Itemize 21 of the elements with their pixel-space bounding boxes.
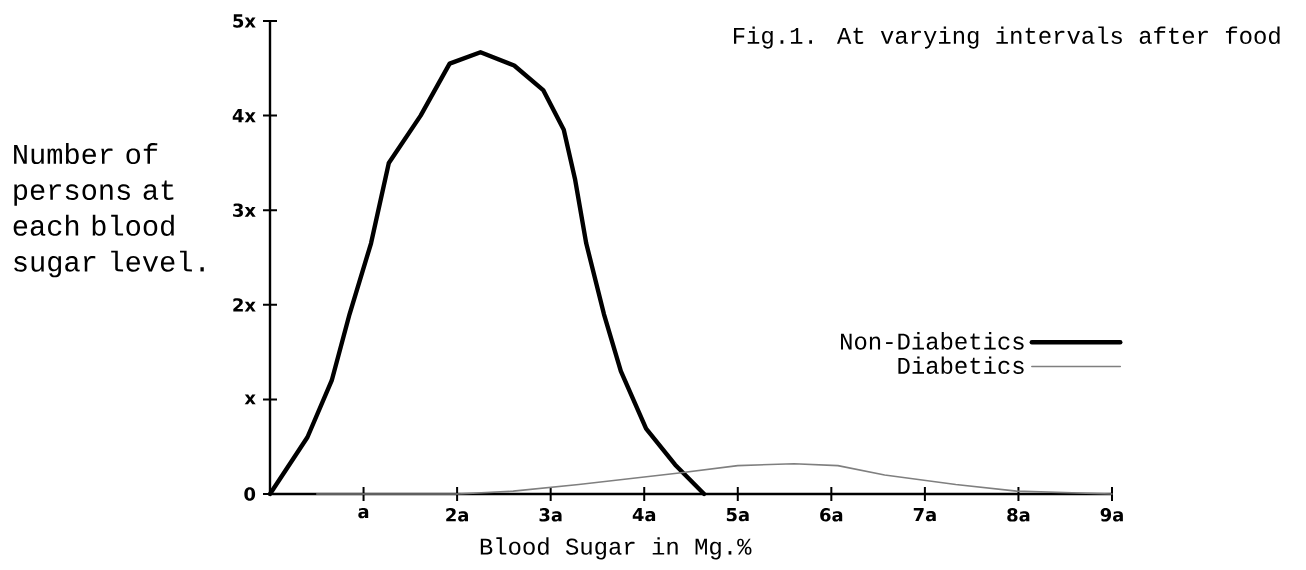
- y-tick-label: 4x: [232, 109, 256, 123]
- x-tick-label: 6a: [820, 508, 843, 522]
- chart-title: Fig.1. At varying intervals after food: [734, 26, 1280, 49]
- legend-label: Diabetics: [898, 356, 1024, 374]
- x-tick-label: 7a: [913, 508, 936, 522]
- y-tick-label: 0: [244, 487, 256, 501]
- x-tick-label: 4a: [632, 508, 656, 522]
- y-tick-label: x: [244, 394, 256, 405]
- x-tick-label: 3a: [539, 508, 562, 522]
- x-axis-title: Blood Sugar in Mg.%: [480, 537, 752, 560]
- x-tick-label: 2a: [446, 508, 468, 522]
- x-tick-label: a: [358, 508, 369, 519]
- line-series: [315, 462, 1113, 495]
- y-tick-label: 3x: [233, 203, 256, 217]
- legend-label: Non-Diabetics: [841, 332, 1024, 350]
- y-axis-title: Number of persons at each blood sugar level.: [13, 143, 204, 278]
- y-tick-label: 5x: [233, 14, 256, 28]
- x-tick-label: 9a: [1100, 508, 1123, 522]
- y-tick-label: 2x: [233, 298, 256, 312]
- x-tick-label: 5a: [726, 508, 749, 522]
- x-tick-label: 8a: [1007, 508, 1030, 522]
